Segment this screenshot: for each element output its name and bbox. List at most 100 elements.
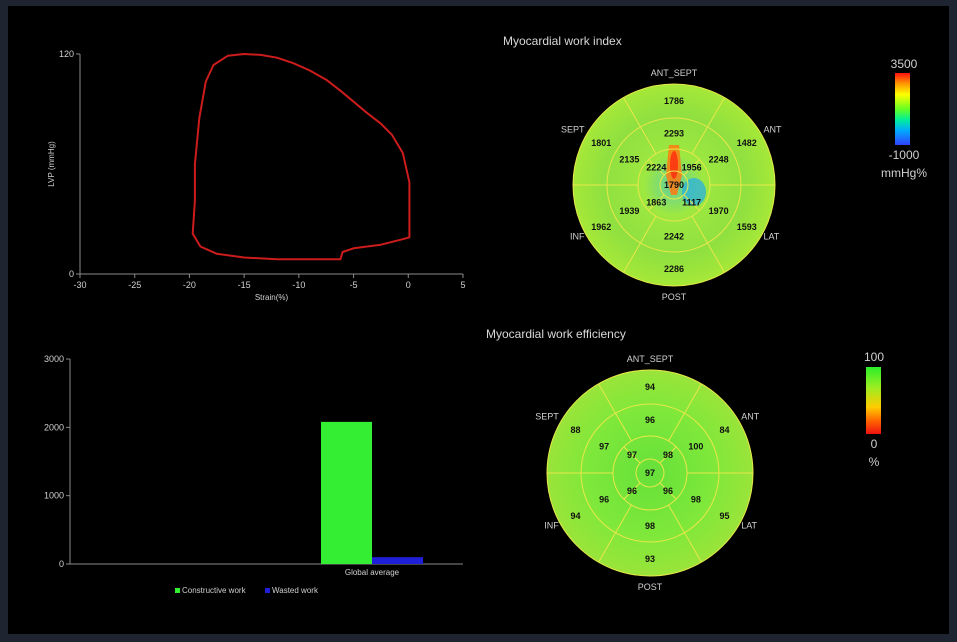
basal-ant-value: 84 [719, 425, 729, 435]
constructive-work-bar [321, 421, 372, 564]
label-inf: INF [570, 232, 585, 242]
mid-lat-value: 1970 [709, 206, 729, 216]
mwe-color-scale [866, 367, 881, 434]
basal-inf-value: 94 [571, 511, 581, 521]
bar-y-tick-label: 0 [59, 559, 64, 569]
loop-x-tick-label: -30 [73, 280, 86, 290]
bullseye-segment-line [598, 383, 632, 442]
label-ant-sept: ANT_SEPT [627, 354, 674, 364]
basal-lat-value: 1593 [737, 222, 757, 232]
mid-sept-value: 97 [599, 442, 609, 452]
basal-ant_sept-value: 1786 [664, 96, 684, 106]
bullseye-segment-line [623, 446, 641, 464]
label-ant: ANT [763, 125, 782, 135]
mid-ant-value: 2248 [709, 154, 729, 164]
apical-post-value: 96 [663, 486, 673, 496]
mwe-title: Myocardial work efficiency [486, 327, 626, 341]
bullseye-segment-line [659, 482, 677, 500]
bullseye-ring [635, 458, 665, 488]
mid-lat-value: 98 [691, 495, 701, 505]
apical-ant-value: 2224 [646, 162, 666, 172]
loop-x-tick-label: 0 [406, 280, 411, 290]
bullseye-segment-line [623, 215, 657, 273]
label-ant-sept: ANT_SEPT [651, 68, 698, 78]
bullseye-segment-line [668, 383, 702, 442]
mid-ant_sept-value: 96 [645, 415, 655, 425]
mid-inf-value: 96 [599, 495, 609, 505]
label-sept: SEPT [535, 412, 559, 422]
apical-post-value: 1117 [682, 198, 701, 208]
loop-x-tick-label: -5 [350, 280, 358, 290]
basal-post-value: 93 [645, 554, 655, 564]
mid-post-value: 2242 [664, 232, 684, 242]
bullseye-segment-line [648, 159, 665, 176]
basal-post-value: 2286 [664, 264, 684, 274]
label-lat: LAT [741, 521, 757, 531]
bar-y-tick-label: 1000 [44, 491, 64, 501]
wasted-work-bar [372, 557, 423, 564]
legend-swatch [175, 588, 180, 593]
pressure-strain-loop [191, 53, 411, 261]
bullseye-ring [659, 170, 689, 200]
loop-y-tick-label: 120 [59, 49, 74, 59]
loop-x-tick-label: -10 [292, 280, 305, 290]
bar-y-tick-label: 3000 [44, 354, 64, 364]
bullseye-disc [547, 370, 753, 576]
apex-value: 97 [645, 468, 655, 478]
legend-wasted-work: Wasted work [272, 586, 319, 595]
bullseye-segment-line [648, 194, 665, 211]
mwi-title: Myocardial work index [503, 34, 622, 48]
loop-x-tick-label: -20 [183, 280, 196, 290]
apex-value: 1790 [664, 180, 684, 190]
bullseye-segment-line [683, 194, 700, 211]
mwi-color-scale [895, 73, 910, 145]
mwi-peak-region [670, 151, 678, 179]
apical-ant-value: 97 [627, 450, 637, 460]
apical-inf-value: 1863 [646, 198, 666, 208]
legend-swatch [265, 588, 270, 593]
bullseye-segment-line [691, 97, 725, 155]
mid-inf-value: 1939 [619, 206, 639, 216]
mwi-scale-min: -1000 [888, 148, 920, 162]
label-post: POST [638, 582, 663, 592]
mwi-scale-unit: mmHg% [880, 166, 927, 180]
mwi-bullseye: 1786 1482 1593 2286 1962 1801 2293 2248 1970 2242… [561, 68, 782, 302]
mid-post-value: 98 [645, 521, 655, 531]
mwe-scale-min: 0 [870, 437, 878, 451]
basal-inf-value: 1962 [591, 222, 611, 232]
bullseye-segment-line [598, 504, 632, 563]
label-ant: ANT [741, 412, 760, 422]
label-post: POST [662, 292, 687, 302]
bullseye-segment-line [659, 446, 677, 464]
label-inf: INF [544, 521, 559, 531]
basal-sept-value: 88 [571, 425, 581, 435]
label-lat: LAT [763, 232, 779, 242]
basal-lat-value: 95 [719, 511, 729, 521]
loop-y-axis-label: LVP (mmHg) [47, 141, 56, 187]
apical-lat-value: 1956 [682, 162, 702, 172]
mid-ant-value: 100 [688, 442, 703, 452]
mid-ant_sept-value: 2293 [664, 129, 684, 139]
loop-x-axis-label: Strain(%) [255, 293, 289, 302]
mwe-scale-unit: % [868, 455, 880, 469]
bullseye-segment-line [683, 159, 700, 176]
label-sept: SEPT [561, 125, 585, 135]
loop-y-tick-label: 0 [69, 269, 74, 279]
basal-sept-value: 1801 [591, 138, 611, 148]
bullseye-segment-line [668, 504, 702, 563]
mwi-scale-max: 3500 [890, 57, 918, 71]
loop-x-tick-label: -25 [128, 280, 141, 290]
bullseye-segment-line [623, 482, 641, 500]
bar-y-tick-label: 2000 [44, 422, 64, 432]
bullseye-segment-line [691, 215, 725, 273]
bullseye-segment-line [623, 97, 657, 155]
basal-ant-value: 1482 [737, 138, 757, 148]
mwe-scale-max: 100 [863, 350, 885, 364]
mid-sept-value: 2135 [619, 154, 639, 164]
loop-x-tick-label: 5 [460, 280, 465, 290]
mwe-bullseye: 94 84 95 93 94 88 96 100 98 98 96 97 97 98 96 96 97 ANT_S… [535, 354, 760, 592]
legend-constructive-work: Constructive work [182, 586, 247, 595]
apical-inf-value: 96 [627, 486, 637, 496]
